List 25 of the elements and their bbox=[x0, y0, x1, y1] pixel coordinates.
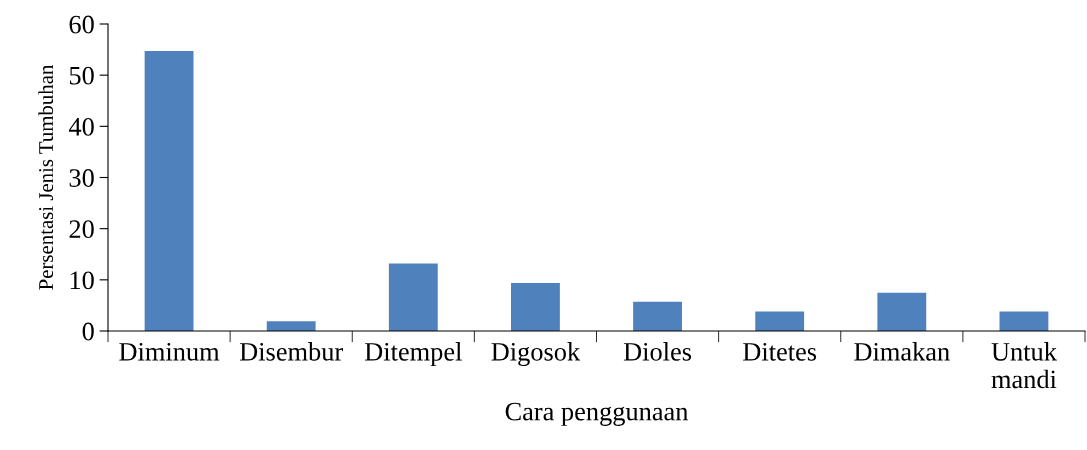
bar bbox=[999, 311, 1049, 331]
y-axis-title: Persentasi Jenis Tumbuhan bbox=[38, 64, 54, 290]
y-tick-label: 20 bbox=[69, 220, 94, 239]
bar bbox=[266, 321, 316, 331]
y-tick-label: 10 bbox=[70, 271, 94, 290]
y-tick-label: 50 bbox=[69, 66, 94, 85]
y-tick-label: 30 bbox=[69, 169, 94, 187]
bar bbox=[755, 311, 805, 331]
bar bbox=[633, 301, 682, 331]
x-tick-label: Untuk mandi bbox=[991, 342, 1057, 389]
x-tick-label: Diminum bbox=[119, 342, 220, 361]
y-tick-label: 40 bbox=[68, 117, 94, 136]
bar bbox=[388, 263, 438, 331]
y-tick-label: 60 bbox=[69, 15, 94, 34]
bar bbox=[511, 282, 560, 331]
x-tick-label: Disembur bbox=[239, 342, 343, 361]
x-tick-label: Dimakan bbox=[854, 342, 950, 361]
x-tick-label: Ditetes bbox=[743, 342, 817, 361]
x-axis-title: Cara penggunaan bbox=[505, 402, 689, 426]
bar bbox=[877, 292, 927, 331]
y-tick-label: 0 bbox=[82, 322, 94, 341]
bar bbox=[144, 51, 194, 331]
x-tick-label: Digosok bbox=[491, 342, 581, 367]
x-tick-label: Ditempel bbox=[364, 342, 462, 367]
x-tick-label: Dioles bbox=[623, 342, 692, 361]
